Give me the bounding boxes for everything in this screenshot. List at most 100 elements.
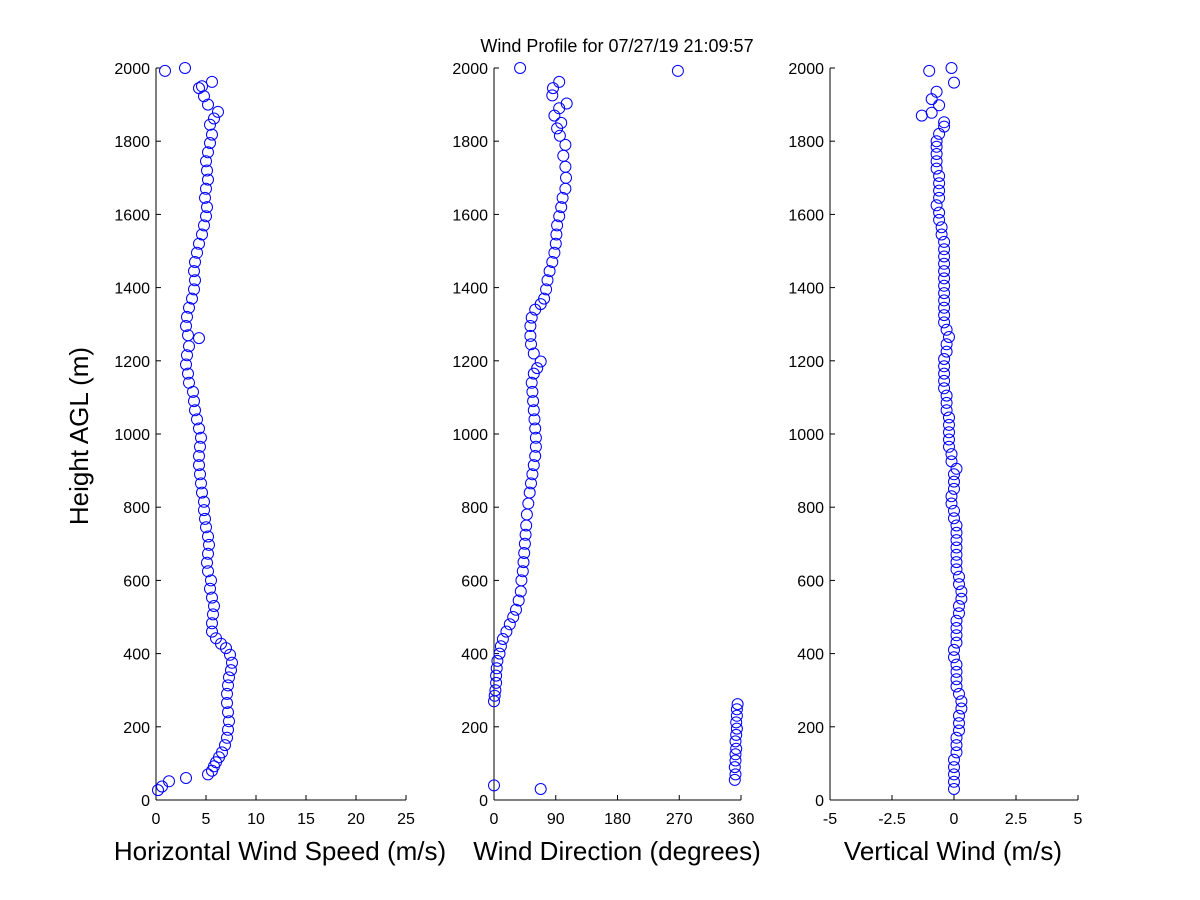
- data-point: [950, 541, 963, 554]
- data-point: [945, 497, 958, 510]
- x-tick-label: 15: [297, 811, 315, 828]
- data-point: [225, 664, 237, 677]
- data-point: [953, 724, 965, 737]
- data-point: [188, 395, 200, 408]
- data-point: [193, 237, 205, 250]
- data-point: [191, 413, 203, 426]
- data-point: [935, 228, 948, 241]
- data-point: [203, 538, 215, 551]
- x-tick-label: 270: [666, 811, 693, 828]
- data-point: [948, 504, 960, 517]
- data-point: [553, 129, 566, 142]
- data-point: [933, 213, 946, 226]
- y-tick-label: 800: [123, 500, 150, 517]
- data-point: [950, 665, 963, 678]
- data-point: [525, 477, 537, 490]
- data-point: [953, 570, 965, 583]
- data-point: [181, 310, 193, 323]
- data-point: [933, 170, 946, 182]
- data-point: [527, 347, 540, 360]
- data-point: [950, 614, 963, 627]
- panel-1: 0 200 400 600 800 1000 1200 1400 1600 1800 2000 0 5 1…: [114, 61, 446, 866]
- data-point: [953, 717, 965, 730]
- data-point: [938, 116, 951, 129]
- x-tick-label: 25: [397, 811, 415, 828]
- data-point: [948, 468, 960, 481]
- data-point: [526, 468, 539, 481]
- data-point: [950, 622, 963, 634]
- data-point: [945, 62, 958, 74]
- data-point: [200, 155, 212, 168]
- data-point: [198, 495, 210, 508]
- data-point: [930, 155, 943, 168]
- data-point: [202, 530, 214, 543]
- data-point: [518, 537, 531, 550]
- data-point: [223, 715, 235, 728]
- data-point: [923, 64, 936, 77]
- data-point: [183, 301, 195, 314]
- data-point: [729, 754, 742, 767]
- data-point: [494, 640, 507, 653]
- data-point: [200, 182, 212, 195]
- data-point: [512, 594, 525, 607]
- data-point: [201, 201, 213, 214]
- data-point: [179, 62, 191, 74]
- data-point: [182, 367, 194, 380]
- data-point: [527, 404, 540, 417]
- data-point: [945, 448, 958, 461]
- x-tick-label: 10: [247, 811, 265, 828]
- data-point: [180, 358, 192, 371]
- data-point: [730, 722, 743, 735]
- x-axis-title: Wind Direction (degrees): [473, 836, 761, 866]
- data-point: [490, 676, 503, 689]
- data-point: [193, 450, 205, 462]
- data-point: [930, 85, 943, 98]
- x-tick-label: 0: [490, 811, 499, 828]
- data-point: [938, 294, 951, 307]
- data-point: [945, 455, 958, 468]
- x-tick-label: 0: [950, 811, 959, 828]
- data-point: [948, 76, 960, 89]
- data-point: [930, 135, 943, 148]
- data-point: [948, 768, 960, 781]
- data-point: [199, 512, 211, 525]
- x-tick-label: 90: [547, 811, 565, 828]
- y-tick-label: 400: [797, 647, 824, 664]
- data-point: [950, 556, 963, 569]
- x-tick-label: 180: [604, 811, 631, 828]
- data-point: [202, 565, 214, 578]
- data-point: [950, 519, 963, 532]
- data-point: [507, 611, 520, 623]
- data-point: [525, 376, 538, 389]
- data-point: [194, 468, 206, 481]
- data-point: [206, 591, 218, 604]
- data-point: [940, 396, 953, 409]
- data-point: [202, 547, 214, 560]
- data-point: [206, 625, 218, 638]
- data-point: [199, 191, 211, 204]
- data-point: [196, 80, 208, 93]
- data-point: [943, 440, 955, 453]
- data-point: [943, 418, 955, 431]
- data-point: [955, 702, 968, 715]
- y-tick-label: 1400: [452, 281, 488, 298]
- data-point: [953, 687, 965, 700]
- data-point: [222, 706, 234, 719]
- data-point: [930, 162, 943, 175]
- data-point: [222, 723, 234, 736]
- data-point: [210, 632, 222, 645]
- data-point: [510, 603, 522, 616]
- data-point: [196, 486, 208, 499]
- data-point: [529, 450, 542, 462]
- y-tick-label: 1400: [114, 281, 150, 298]
- data-point: [193, 422, 205, 435]
- data-point: [202, 98, 214, 111]
- data-point: [200, 521, 212, 534]
- y-tick-label: 600: [797, 573, 824, 590]
- data-point: [940, 345, 953, 358]
- data-point: [489, 684, 502, 697]
- data-point: [955, 695, 968, 708]
- data-point: [204, 582, 216, 595]
- data-point: [195, 431, 207, 444]
